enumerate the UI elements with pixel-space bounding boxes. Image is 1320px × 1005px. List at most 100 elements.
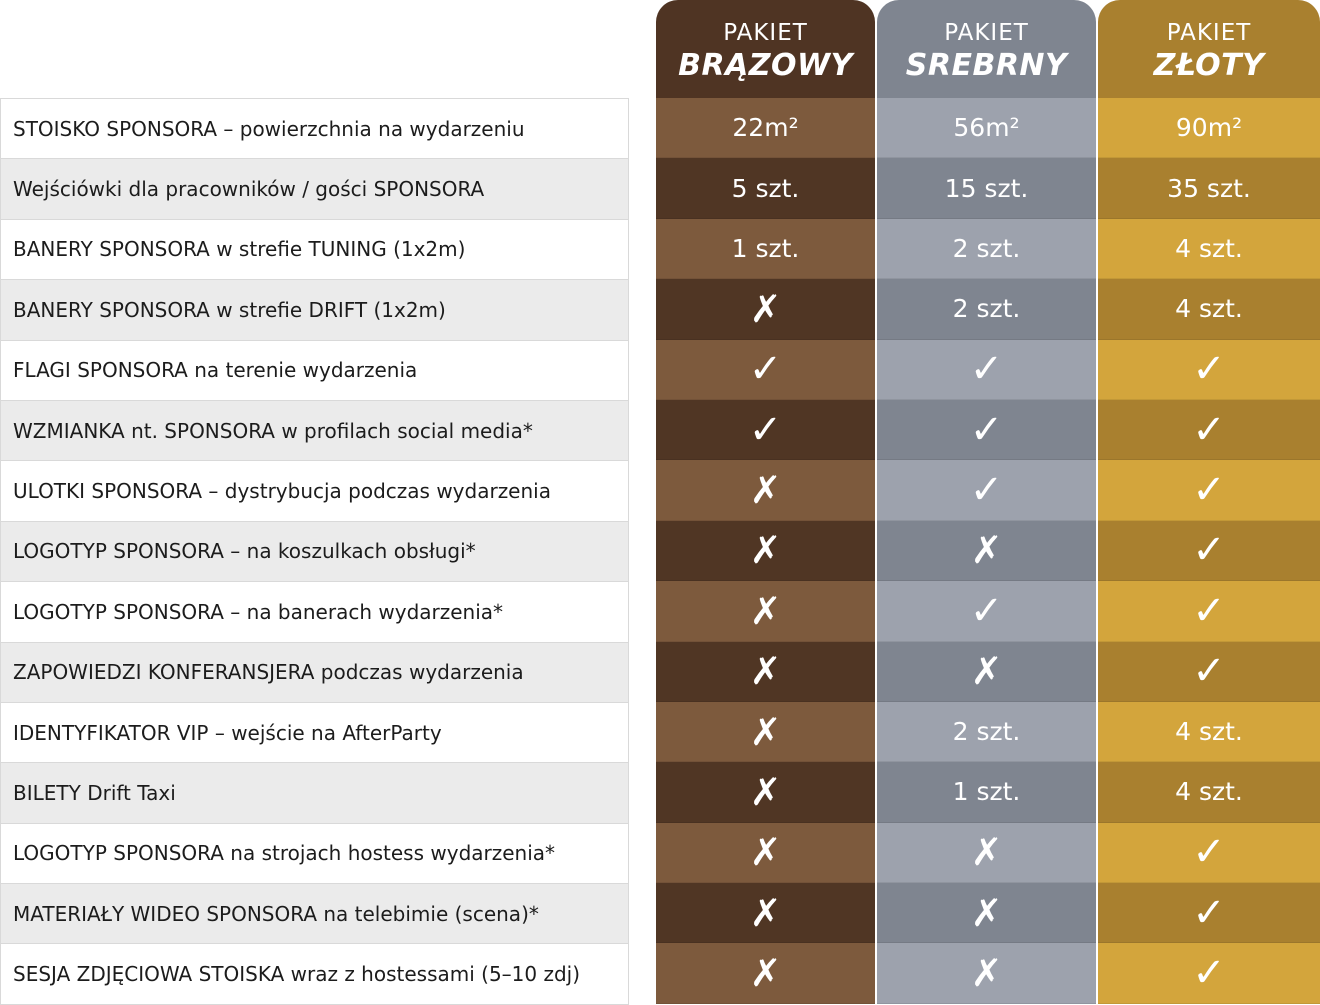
check-icon: ✓ bbox=[1192, 829, 1226, 876]
package-header-sub: PAKIET bbox=[944, 19, 1029, 46]
package-header-gold: PAKIET ZŁOTY bbox=[1098, 0, 1320, 98]
package-cell: ✗ bbox=[656, 460, 875, 521]
check-icon: ✓ bbox=[1192, 346, 1226, 393]
package-cell: ✓ bbox=[877, 339, 1096, 400]
feature-label: BANERY SPONSORA w strefie TUNING (1x2m) bbox=[1, 219, 628, 281]
package-cell: ✗ bbox=[656, 822, 875, 884]
package-header-sub: PAKIET bbox=[1166, 19, 1252, 46]
package-cell: ✗ bbox=[656, 641, 875, 702]
feature-label: STOISKO SPONSORA – powierzchnia na wydar… bbox=[1, 99, 628, 160]
cross-icon: ✗ bbox=[970, 951, 1003, 996]
check-icon: ✓ bbox=[748, 346, 783, 393]
feature-label: IDENTYFIKATOR VIP – wejście na AfterPart… bbox=[1, 702, 628, 764]
feature-label-column: STOISKO SPONSORA – powierzchnia na wydar… bbox=[0, 98, 629, 1005]
package-value: 1 szt. bbox=[952, 777, 1021, 807]
package-cell: ✗ bbox=[877, 883, 1096, 944]
package-value: 4 szt. bbox=[1175, 294, 1243, 324]
check-icon: ✓ bbox=[969, 467, 1004, 514]
package-cell: 1 szt. bbox=[877, 762, 1096, 823]
package-header-sub: PAKIET bbox=[723, 19, 808, 46]
package-cell: ✗ bbox=[877, 943, 1096, 1004]
cross-icon: ✗ bbox=[970, 528, 1003, 573]
feature-label: LOGOTYP SPONSORA – na koszulkach obsługi… bbox=[1, 521, 628, 583]
check-icon: ✓ bbox=[969, 587, 1004, 634]
package-cell: ✓ bbox=[656, 339, 875, 400]
cross-icon: ✗ bbox=[970, 649, 1003, 694]
feature-label: WZMIANKA nt. SPONSORA w profilach social… bbox=[1, 400, 628, 462]
package-value: 5 szt. bbox=[731, 173, 800, 203]
package-cell: ✗ bbox=[877, 641, 1096, 702]
check-icon: ✓ bbox=[1192, 889, 1226, 936]
package-cell: ✗ bbox=[656, 701, 875, 763]
package-value: 1 szt. bbox=[731, 233, 800, 263]
package-header-silver: PAKIET SREBRNY bbox=[877, 0, 1096, 98]
package-cell: ✓ bbox=[1098, 460, 1320, 521]
cross-icon: ✗ bbox=[970, 890, 1003, 935]
package-header-title: ZŁOTY bbox=[1153, 47, 1265, 83]
cross-icon: ✗ bbox=[749, 709, 782, 754]
cross-icon: ✗ bbox=[749, 528, 782, 573]
package-cell: ✗ bbox=[656, 762, 875, 823]
cross-icon: ✗ bbox=[749, 468, 782, 513]
package-value: 22m² bbox=[732, 113, 799, 143]
package-cell: ✓ bbox=[877, 399, 1096, 461]
feature-label: SESJA ZDJĘCIOWA STOISKA wraz z hostessam… bbox=[1, 944, 628, 1005]
package-cell: ✓ bbox=[1098, 943, 1320, 1004]
package-cell: ✗ bbox=[877, 520, 1096, 582]
feature-label: ULOTKI SPONSORA – dystrybucja podczas wy… bbox=[1, 461, 628, 522]
package-cell: 4 szt. bbox=[1098, 279, 1320, 340]
check-icon: ✓ bbox=[1192, 527, 1226, 574]
package-cell: ✗ bbox=[877, 822, 1096, 884]
package-header-title: BRĄZOWY bbox=[678, 47, 853, 83]
check-icon: ✓ bbox=[1192, 648, 1226, 695]
package-value: 2 szt. bbox=[952, 233, 1021, 263]
package-cell: ✓ bbox=[1098, 399, 1320, 461]
package-cell: 1 szt. bbox=[656, 218, 875, 280]
package-cell: 2 szt. bbox=[877, 218, 1096, 280]
cross-icon: ✗ bbox=[749, 588, 782, 633]
check-icon: ✓ bbox=[1192, 406, 1226, 453]
package-cell: 2 szt. bbox=[877, 701, 1096, 763]
package-cell: ✗ bbox=[656, 520, 875, 582]
feature-label: MATERIAŁY WIDEO SPONSORA na telebimie (s… bbox=[1, 884, 628, 945]
check-icon: ✓ bbox=[969, 346, 1004, 393]
package-cell: 15 szt. bbox=[877, 158, 1096, 219]
package-cell: 4 szt. bbox=[1098, 218, 1320, 280]
check-icon: ✓ bbox=[1192, 950, 1226, 997]
cross-icon: ✗ bbox=[749, 769, 782, 814]
package-cell: 5 szt. bbox=[656, 158, 875, 219]
package-cell: 35 szt. bbox=[1098, 158, 1320, 219]
package-cell: ✗ bbox=[656, 279, 875, 340]
package-value: 2 szt. bbox=[952, 717, 1021, 747]
package-cell: 56m² bbox=[877, 98, 1096, 159]
package-column-silver: PAKIET SREBRNY 56m² 15 szt. 2 szt. 2 szt. ✓ ✓… bbox=[877, 0, 1096, 1004]
package-column-gold: PAKIET ZŁOTY 90m² 35 szt. 4 szt. 4 szt. ✓ ✓ ✓ ✓… bbox=[1098, 0, 1320, 1004]
package-cell: ✓ bbox=[1098, 822, 1320, 884]
package-cell: ✓ bbox=[656, 399, 875, 461]
package-cell: 22m² bbox=[656, 98, 875, 159]
check-icon: ✓ bbox=[1192, 467, 1226, 514]
package-cell: ✗ bbox=[656, 581, 875, 642]
package-value: 90m² bbox=[1175, 113, 1243, 143]
cross-icon: ✗ bbox=[749, 951, 782, 996]
cross-icon: ✗ bbox=[749, 286, 782, 331]
package-column-brown: PAKIET BRĄZOWY 22m² 5 szt. 1 szt. ✗ ✓ ✓ ✗ ✗ ✗ ✗ ✗ ✗… bbox=[656, 0, 875, 1004]
package-cell: ✓ bbox=[1098, 520, 1320, 582]
package-cell: ✓ bbox=[877, 581, 1096, 642]
package-value: 15 szt. bbox=[944, 173, 1029, 203]
package-cell: ✓ bbox=[1098, 339, 1320, 400]
feature-label: Wejściówki dla pracowników / gości SPONS… bbox=[1, 159, 628, 220]
package-value: 2 szt. bbox=[952, 294, 1021, 324]
feature-label: LOGOTYP SPONSORA na strojach hostess wyd… bbox=[1, 823, 628, 885]
package-cell: ✓ bbox=[1098, 883, 1320, 944]
package-header-title: SREBRNY bbox=[905, 47, 1068, 83]
package-value: 4 szt. bbox=[1175, 717, 1243, 747]
cross-icon: ✗ bbox=[970, 830, 1003, 875]
feature-label: LOGOTYP SPONSORA – na banerach wydarzeni… bbox=[1, 582, 628, 643]
package-cell: ✗ bbox=[656, 883, 875, 944]
check-icon: ✓ bbox=[748, 406, 783, 453]
cross-icon: ✗ bbox=[749, 649, 782, 694]
package-header-brown: PAKIET BRĄZOWY bbox=[656, 0, 875, 98]
package-cell: ✗ bbox=[656, 943, 875, 1004]
package-cell: ✓ bbox=[1098, 641, 1320, 702]
